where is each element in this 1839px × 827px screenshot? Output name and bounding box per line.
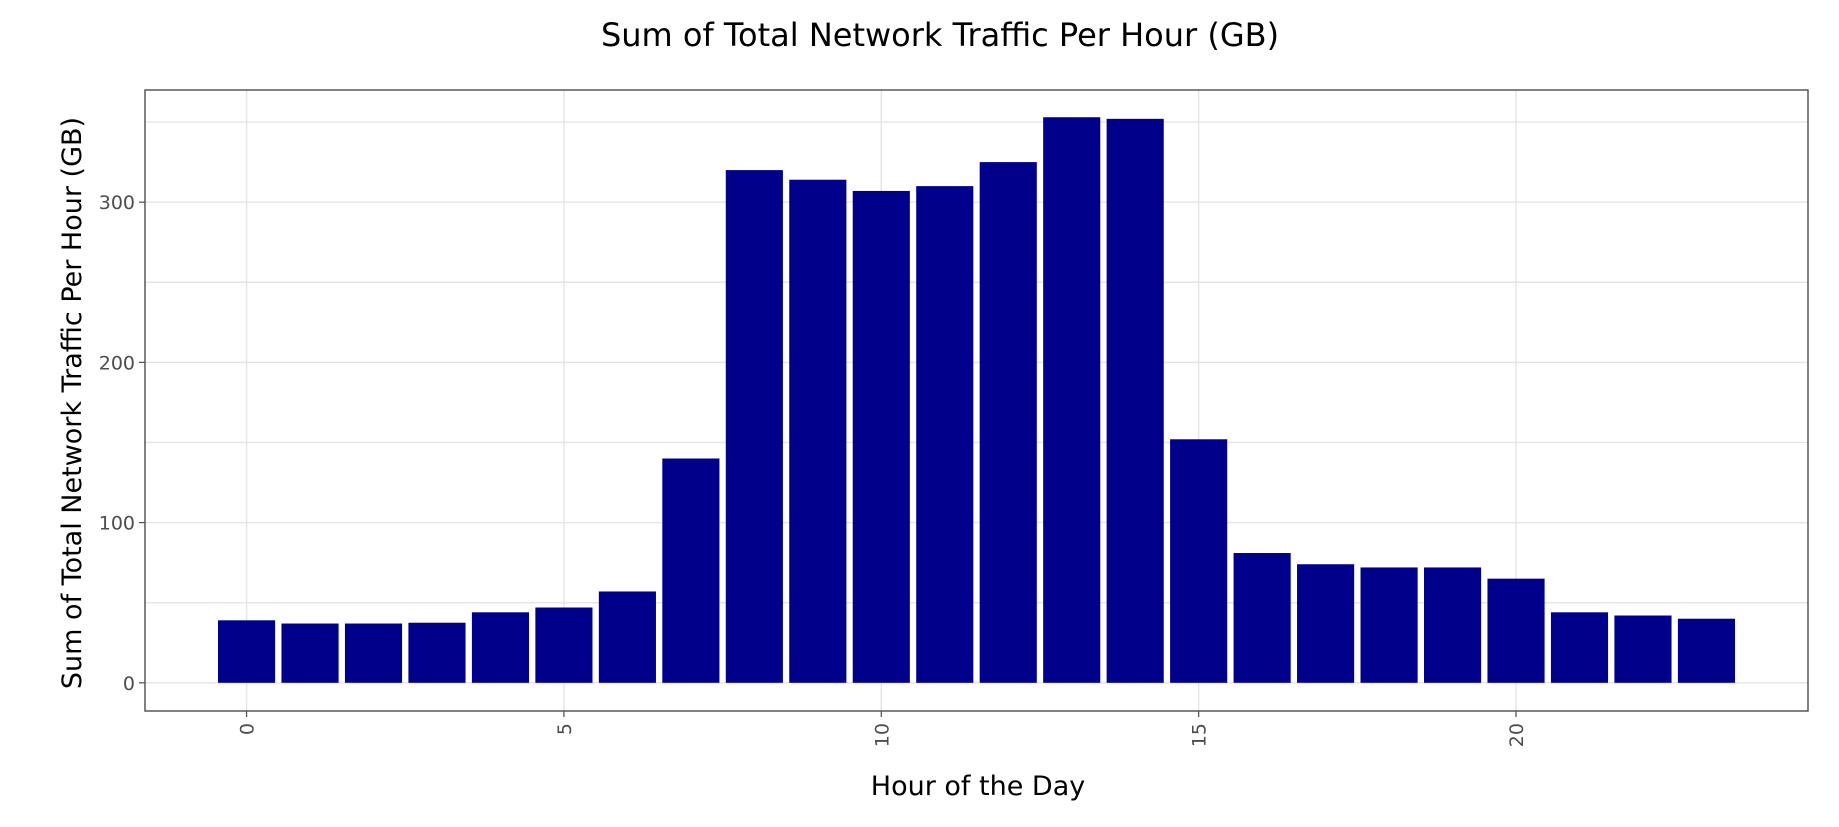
bar-hour-23 bbox=[1677, 618, 1736, 683]
chart-title: Sum of Total Network Traffic Per Hour (G… bbox=[601, 16, 1279, 54]
bar-hour-5 bbox=[535, 607, 593, 683]
bar-hour-9 bbox=[789, 179, 847, 683]
bar-hour-12 bbox=[979, 162, 1037, 683]
bar-hour-0 bbox=[217, 620, 276, 683]
bar-hour-13 bbox=[1043, 117, 1101, 683]
bar-hour-2 bbox=[344, 623, 403, 683]
bar-hour-8 bbox=[725, 170, 783, 683]
bar-hour-11 bbox=[916, 186, 974, 683]
bar-hour-20 bbox=[1487, 578, 1545, 683]
bar-hour-15 bbox=[1170, 439, 1228, 683]
bar-hour-17 bbox=[1297, 564, 1355, 683]
bar-hour-7 bbox=[662, 458, 720, 683]
bar-hour-21 bbox=[1550, 612, 1609, 683]
y-tick-label: 300 bbox=[99, 192, 135, 214]
bar-hour-10 bbox=[852, 190, 910, 683]
x-axis: 0 5 10 15 20 bbox=[237, 711, 1528, 747]
x-tick-label: 20 bbox=[1506, 723, 1528, 747]
y-axis-title: Sum of Total Network Traffic Per Hour (G… bbox=[57, 117, 88, 689]
x-tick-label: 15 bbox=[1189, 723, 1211, 747]
x-tick-label: 5 bbox=[554, 723, 576, 735]
bar-hour-18 bbox=[1360, 567, 1418, 683]
y-tick-label: 0 bbox=[123, 673, 135, 695]
x-axis-title: Hour of the Day bbox=[871, 771, 1085, 802]
bar-hour-4 bbox=[471, 612, 530, 683]
bar-hour-14 bbox=[1106, 118, 1164, 683]
y-tick-label: 200 bbox=[99, 352, 135, 374]
y-tick-label: 100 bbox=[99, 513, 135, 535]
bar-hour-1 bbox=[281, 623, 339, 683]
bar-hour-19 bbox=[1423, 567, 1482, 683]
bar-hour-3 bbox=[408, 622, 466, 683]
bar-hour-16 bbox=[1233, 553, 1291, 683]
bars-layer bbox=[217, 117, 1736, 683]
plot-panel-border bbox=[144, 89, 1809, 712]
x-tick-label: 10 bbox=[871, 723, 893, 747]
y-axis: 0 100 200 300 bbox=[99, 192, 145, 695]
bar-hour-22 bbox=[1614, 615, 1672, 683]
bar-hour-6 bbox=[598, 591, 656, 683]
x-tick-label: 0 bbox=[237, 723, 259, 735]
